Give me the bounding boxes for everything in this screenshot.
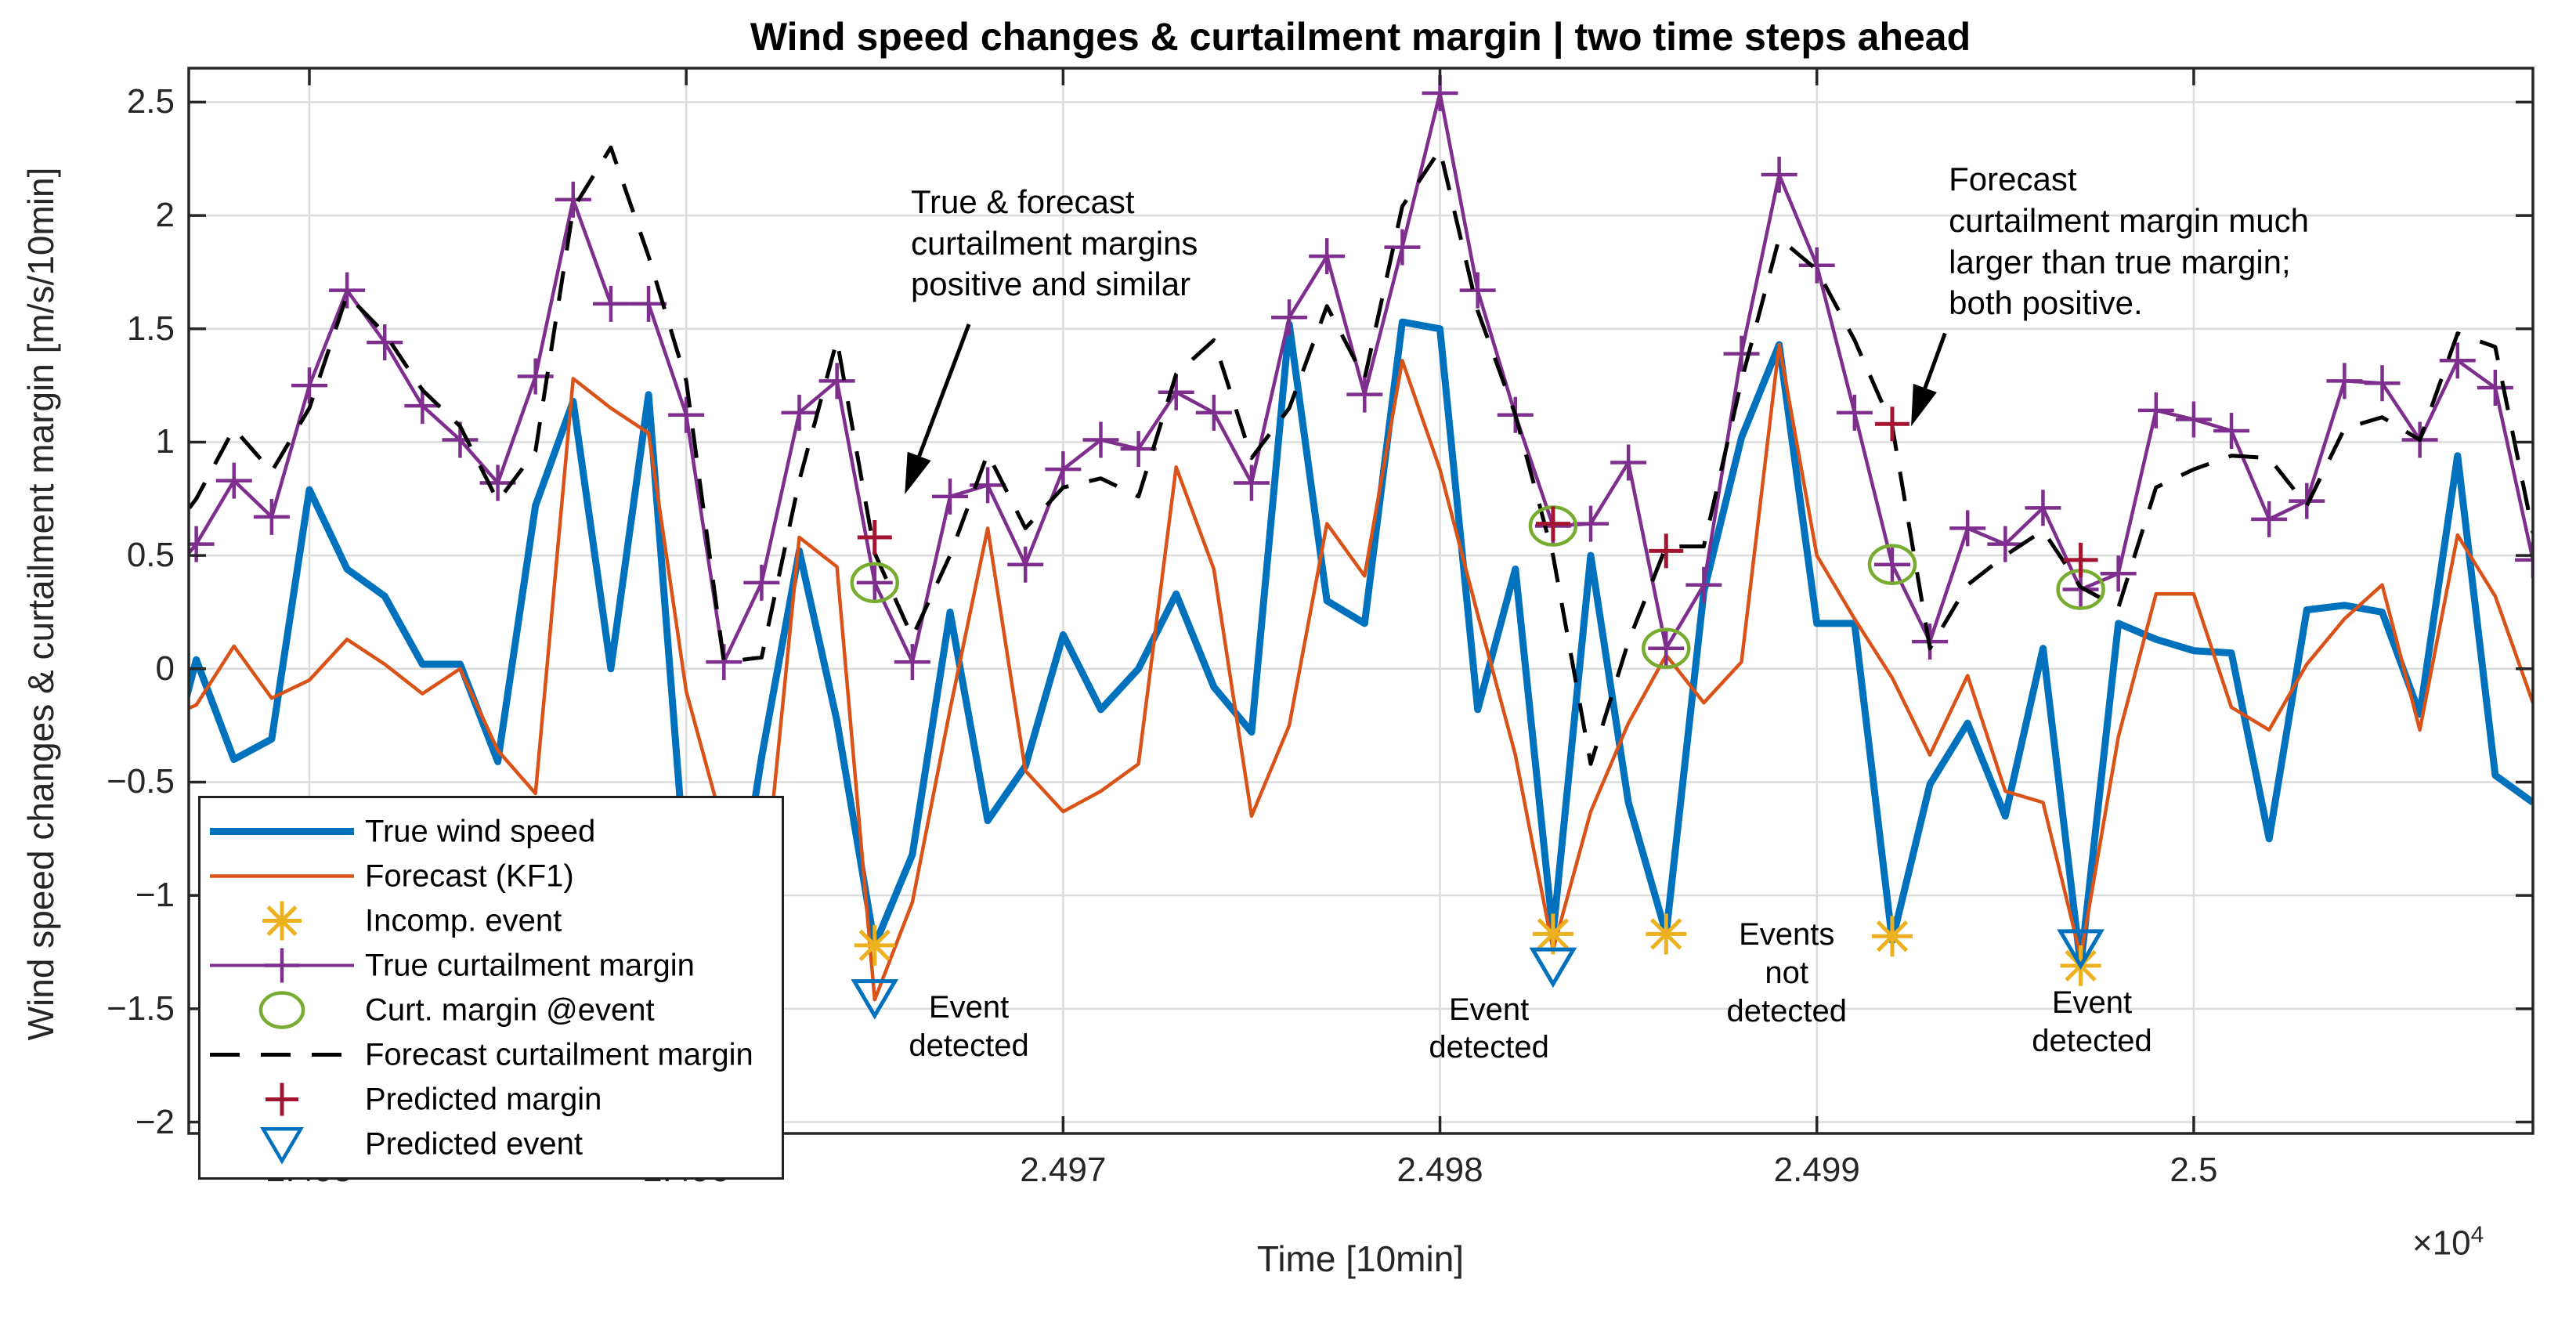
x-tick-label: 2.498 bbox=[1396, 1151, 1483, 1189]
y-tick-label: 0.5 bbox=[126, 536, 175, 575]
annotation-line: curtailment margin much bbox=[1949, 201, 2309, 239]
predicted-margin-marker bbox=[1874, 407, 1909, 442]
incomp-event-marker bbox=[1646, 913, 1687, 955]
legend-item-curt-margin-event: Curt. margin @event bbox=[201, 988, 786, 1032]
incomp-event-marker bbox=[854, 924, 895, 966]
legend-item-label: Curt. margin @event bbox=[365, 992, 655, 1027]
event-label-event-detected: Event detected bbox=[909, 989, 1028, 1065]
line-legend-icon bbox=[210, 874, 354, 878]
y-tick-label: −1.5 bbox=[107, 989, 175, 1028]
series-group bbox=[189, 74, 2533, 1002]
legend-item-predicted-event: Predicted event bbox=[201, 1122, 786, 1166]
curt-margin-at-event-marker bbox=[1642, 627, 1691, 670]
predicted-margin-marker bbox=[857, 519, 892, 555]
exponent-base: ×10 bbox=[2412, 1224, 2471, 1263]
annotation-arrow bbox=[1911, 332, 1947, 427]
y-tick-label: 0 bbox=[155, 649, 175, 688]
x-axis-label: Time [10min] bbox=[1256, 1238, 1465, 1279]
asterisk-legend-icon bbox=[262, 901, 302, 941]
thick-line-legend-icon bbox=[210, 828, 354, 835]
y-tick-label: −1 bbox=[135, 876, 175, 915]
legend-item-label: True wind speed bbox=[365, 814, 596, 848]
event-label-line: detected bbox=[909, 1028, 1029, 1063]
exponent-power: 4 bbox=[2470, 1222, 2484, 1248]
dashed-legend-icon bbox=[210, 1053, 354, 1057]
circle-legend-icon bbox=[258, 991, 305, 1029]
event-label-line: not bbox=[1765, 956, 1809, 990]
predicted-margin-marker bbox=[1535, 506, 1570, 541]
predicted-margin-marker bbox=[1649, 533, 1684, 569]
y-tick-label: 1.5 bbox=[126, 309, 175, 348]
predicted-margin-marker bbox=[2063, 542, 2098, 577]
y-tick-label: −2 bbox=[135, 1102, 175, 1141]
event-label-line: Events bbox=[1739, 917, 1835, 952]
event-label-line: detected bbox=[2032, 1023, 2152, 1058]
event-markers bbox=[850, 407, 2105, 1020]
event-label-line: Event bbox=[1448, 992, 1530, 1027]
legend: True wind speed Forecast (KF1) Incomp. eve… bbox=[198, 796, 784, 1180]
series-forecast-curtailment-margin bbox=[189, 145, 2533, 766]
x-tick-label: 2.5 bbox=[2170, 1151, 2218, 1189]
y-tick-label: −0.5 bbox=[107, 762, 175, 801]
annotation-line: curtailment margins bbox=[910, 224, 1198, 262]
legend-item-label: Incomp. event bbox=[365, 903, 562, 938]
legend-item-label: Predicted margin bbox=[365, 1082, 602, 1116]
event-label-line: Event bbox=[2051, 985, 2133, 1021]
event-label-event-detected: Event detected bbox=[1429, 991, 1548, 1068]
incomp-event-marker bbox=[1871, 916, 1913, 957]
triangle-down-legend-icon bbox=[260, 1127, 304, 1165]
legend-item-label: Forecast (KF1) bbox=[365, 858, 574, 893]
line-plus-legend-icon bbox=[210, 948, 354, 983]
predicted-event-marker bbox=[2057, 929, 2105, 971]
series-forecast-kf1- bbox=[189, 342, 2533, 1002]
annotation-margins-similar: True & forecast curtailment margins positi… bbox=[911, 182, 1198, 306]
event-label-line: Event bbox=[928, 989, 1010, 1025]
event-label-line: detected bbox=[1429, 1030, 1549, 1065]
event-label-event-detected: Event detected bbox=[2032, 984, 2151, 1061]
legend-item-label: Predicted event bbox=[365, 1126, 583, 1161]
annotation-line: True & forecast bbox=[910, 183, 1135, 220]
legend-item-label: True curtailment margin bbox=[365, 948, 695, 982]
annotation-line: Forecast bbox=[1949, 160, 2077, 197]
curt-margin-at-event-marker bbox=[850, 562, 900, 604]
annotation-line: larger than true margin; bbox=[1949, 243, 2291, 280]
series-true-curtailment-margin bbox=[189, 74, 2533, 681]
x-tick-label: 2.499 bbox=[1773, 1151, 1860, 1189]
legend-item-incomp-event: Incomp. event bbox=[201, 898, 786, 943]
x-tick-label: 2.497 bbox=[1020, 1151, 1107, 1189]
event-label-line: detected bbox=[1726, 993, 1847, 1028]
legend-item-true-curtailment-margin: True curtailment margin bbox=[201, 943, 786, 988]
annotation-line: both positive. bbox=[1949, 284, 2143, 322]
legend-item-forecast-kf1-: Forecast (KF1) bbox=[201, 854, 786, 898]
axis-exponent: ×104 bbox=[2412, 1222, 2569, 1263]
legend-item-true-wind-speed: True wind speed bbox=[201, 809, 786, 854]
predicted-event-marker bbox=[851, 979, 899, 1020]
annotation-line: positive and similar bbox=[910, 266, 1191, 303]
legend-item-forecast-curtailment-margin: Forecast curtailment margin bbox=[201, 1032, 786, 1077]
y-tick-label: 1 bbox=[155, 422, 175, 461]
annotation-forecast-larger: Forecast curtailment margin much larger th… bbox=[1949, 159, 2309, 325]
annotation-arrow bbox=[905, 324, 971, 494]
series-true-wind-speed bbox=[189, 318, 2533, 1001]
legend-item-label: Forecast curtailment margin bbox=[365, 1037, 753, 1072]
plus-legend-icon bbox=[266, 1083, 298, 1116]
event-label-events-not-detected: Events not detected bbox=[1727, 916, 1847, 1030]
curt-margin-at-event-marker bbox=[1867, 544, 1917, 585]
chart-title: Wind speed changes & curtailment margin … bbox=[750, 15, 1971, 59]
predicted-event-marker bbox=[1529, 947, 1577, 989]
y-tick-label: 2 bbox=[155, 196, 175, 235]
y-tick-label: 2.5 bbox=[126, 82, 175, 121]
legend-item-predicted-margin: Predicted margin bbox=[201, 1077, 786, 1122]
